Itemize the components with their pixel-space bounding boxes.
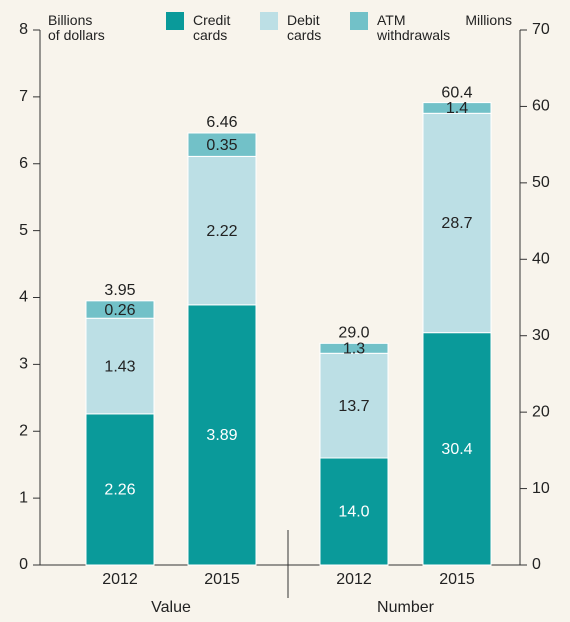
- legend-swatch: [350, 12, 368, 30]
- group-label: Value: [151, 599, 191, 616]
- y2-tick-label: 10: [532, 480, 550, 497]
- y2-tick-label: 40: [532, 251, 550, 268]
- group-label: Number: [377, 599, 435, 616]
- y-tick-label: 2: [19, 422, 28, 439]
- x-tick-label: 2012: [102, 571, 138, 588]
- y2-tick-label: 0: [532, 556, 541, 573]
- value-label: 0.35: [206, 137, 237, 154]
- value-label: 2.22: [206, 223, 237, 240]
- bar-segment: [422, 332, 492, 566]
- value-label: 1.4: [446, 100, 468, 117]
- y2-tick-label: 60: [532, 98, 550, 115]
- value-label: 30.4: [441, 441, 472, 458]
- total-label: 60.4: [441, 85, 472, 102]
- y-tick-label: 4: [19, 289, 28, 306]
- y2-axis-label: Millions: [465, 12, 512, 28]
- value-label: 13.7: [338, 398, 369, 415]
- legend-label: ATM withdrawals: [377, 12, 451, 43]
- x-tick-label: 2015: [439, 571, 475, 588]
- y-tick-label: 0: [19, 556, 28, 573]
- bar-segment: [85, 413, 155, 566]
- bar-segment: [319, 342, 389, 354]
- bar-segment: [319, 457, 389, 566]
- y2-tick-label: 20: [532, 403, 550, 420]
- total-label: 3.95: [104, 282, 135, 299]
- total-label: 6.46: [206, 114, 237, 131]
- bar-segment: [85, 317, 155, 415]
- y-tick-label: 7: [19, 88, 28, 105]
- bar-segment: [187, 304, 257, 566]
- bar-segment: [187, 132, 257, 157]
- y-tick-label: 3: [19, 356, 28, 373]
- y-tick-label: 5: [19, 222, 28, 239]
- x-tick-label: 2012: [336, 571, 372, 588]
- value-label: 3.89: [206, 427, 237, 444]
- bar-segment: [85, 300, 155, 319]
- y2-tick-label: 50: [532, 174, 550, 191]
- value-label: 2.26: [104, 482, 135, 499]
- y-tick-label: 6: [19, 155, 28, 172]
- y2-tick-label: 30: [532, 327, 550, 344]
- bar-segment: [422, 112, 492, 334]
- value-label: 0.26: [104, 302, 135, 319]
- bar-segment: [319, 352, 389, 459]
- y-axis-label: Billions of dollars: [48, 12, 105, 43]
- bar-segment: [422, 102, 492, 114]
- value-label: 1.43: [104, 358, 135, 375]
- value-label: 1.3: [343, 341, 365, 358]
- legend-swatch: [166, 12, 184, 30]
- y-tick-label: 1: [19, 489, 28, 506]
- total-label: 29.0: [338, 325, 369, 342]
- y2-tick-label: 70: [532, 21, 550, 38]
- bar-segment: [187, 155, 257, 306]
- legend-label: Credit cards: [193, 12, 231, 43]
- legend-label: Debit cards: [287, 12, 322, 43]
- value-label: 28.7: [441, 215, 472, 232]
- legend-swatch: [260, 12, 278, 30]
- y-tick-label: 8: [19, 21, 28, 38]
- x-tick-label: 2015: [204, 571, 240, 588]
- value-label: 14.0: [338, 504, 369, 521]
